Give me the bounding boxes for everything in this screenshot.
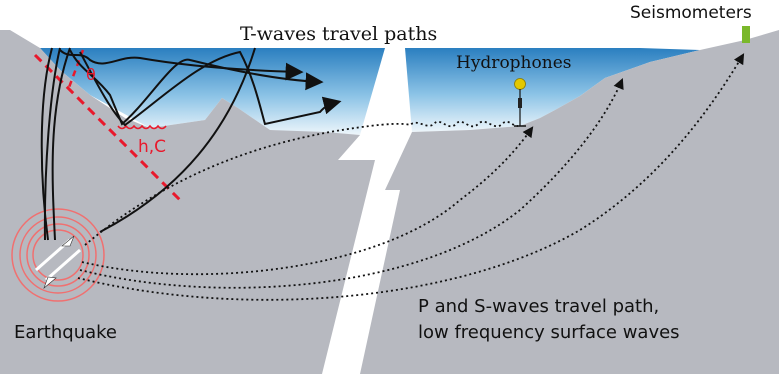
ground-left — [0, 30, 375, 374]
t-waves-label: T-waves travel paths — [240, 23, 437, 45]
earthquake-source — [11, 208, 105, 302]
hydrophones-label: Hydrophones — [456, 53, 571, 73]
earthquake-label: Earthquake — [14, 322, 117, 343]
hydrophone-icon — [514, 78, 526, 127]
p-s-waves-label-line2: low frequency surface waves — [418, 322, 680, 343]
fault-line — [33, 53, 182, 202]
h-c-label: h,C — [138, 137, 166, 157]
seismometer-icon — [742, 26, 750, 43]
p-s-wave-paths — [77, 53, 745, 301]
ground-right — [360, 30, 779, 374]
seismometers-label: Seismometers — [630, 3, 752, 23]
seafloor-roughness — [117, 124, 167, 130]
ocean-right — [405, 48, 700, 132]
theta-label: θ — [86, 65, 96, 84]
t-wave-paths — [40, 47, 342, 241]
angle-reference-line — [66, 49, 85, 91]
p-s-waves-label-line1: P and S-waves travel path, — [418, 296, 659, 317]
